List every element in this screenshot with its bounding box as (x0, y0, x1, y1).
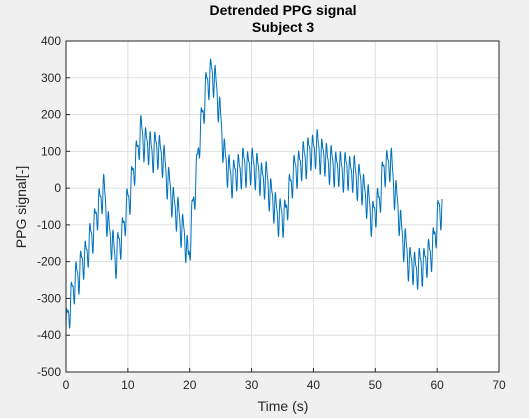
chart-title: Detrended PPG signal (209, 2, 356, 18)
y-tick-label: -400 (37, 328, 61, 342)
x-tick-label: 0 (63, 378, 70, 392)
axes-frame (65, 40, 500, 373)
y-tick-label: -100 (37, 218, 61, 232)
series-layer (65, 58, 443, 329)
y-tick-label: -300 (37, 291, 61, 305)
x-tick-label: 70 (492, 378, 506, 392)
x-tick-label: 30 (245, 378, 259, 392)
axes-background (65, 40, 500, 373)
y-tick-label: 300 (41, 71, 61, 85)
y-tick-label: -200 (37, 255, 61, 269)
x-axis: 0 10 20 30 40 50 60 70 (63, 368, 506, 392)
y-tick-label: 400 (41, 34, 61, 48)
x-tick-label: 40 (307, 378, 321, 392)
x-tick-label: 10 (121, 378, 135, 392)
y-tick-label: 0 (54, 181, 61, 195)
ppg-signal-line (65, 58, 443, 329)
chart-subtitle: Subject 3 (252, 19, 314, 35)
y-tick-label: 100 (41, 144, 61, 158)
y-axis: -500 -400 -300 -200 -100 0 100 200 300 400 (37, 34, 70, 379)
y-axis-label: PPG signal[-] (13, 166, 29, 248)
x-axis-label: Time (s) (258, 398, 309, 414)
x-tick-label: 50 (369, 378, 383, 392)
y-tick-label: 200 (41, 108, 61, 122)
plot-area (65, 40, 500, 373)
x-tick-label: 20 (183, 378, 197, 392)
y-tick-label: -500 (37, 365, 61, 379)
x-tick-label: 60 (430, 378, 444, 392)
